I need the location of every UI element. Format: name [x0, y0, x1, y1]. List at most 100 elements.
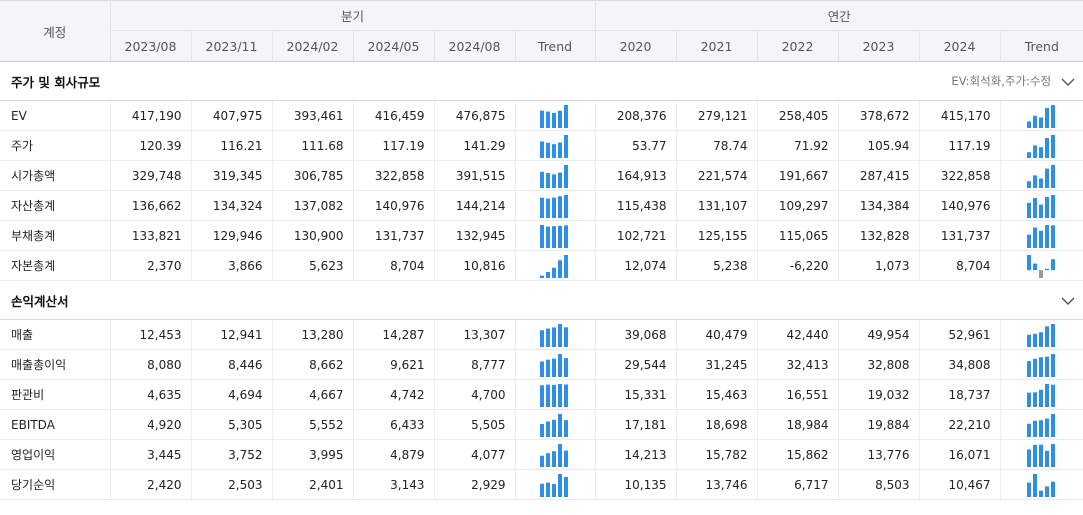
quarter-value: 8,080 — [110, 349, 192, 380]
trend-bar — [1026, 202, 1031, 218]
table-row: 매출 12,453 12,941 13,280 14,287 13,307 39,068 40… — [0, 319, 1083, 350]
table-row: 영업이익 3,445 3,752 3,995 4,879 4,077 14,213 15,78… — [0, 439, 1083, 470]
trend-bar — [546, 271, 550, 278]
annual-value: 164,913 — [595, 160, 677, 191]
annual-value: 32,413 — [757, 349, 839, 380]
annual-value: 322,858 — [919, 160, 1001, 191]
table-row: 시가총액 329,748 319,345 306,785 322,858 391,515 1… — [0, 160, 1083, 191]
table-row: 부채총계 133,821 129,946 130,900 131,737 132,945 1… — [0, 220, 1083, 251]
trend-bar — [1038, 356, 1043, 377]
annual-col-header: 2024 — [919, 30, 1001, 62]
quarter-col-header: 2023/11 — [191, 30, 273, 62]
annual-value: 134,384 — [838, 190, 920, 221]
quarter-value: 4,742 — [353, 379, 435, 410]
quarter-value: 12,453 — [110, 319, 192, 350]
annual-value: 258,405 — [757, 100, 839, 131]
section-header-row[interactable]: 손익계산서 — [0, 280, 1083, 320]
trend-bar — [552, 450, 556, 467]
trend-bar — [558, 413, 562, 437]
trend-bar — [558, 141, 562, 158]
quarter-value: 141.29 — [434, 130, 516, 161]
trend-bar — [546, 482, 550, 497]
annual-value: 53.77 — [595, 130, 677, 161]
quarter-value: 322,858 — [353, 160, 435, 191]
trend-bar — [540, 224, 544, 248]
trend-bar — [546, 452, 550, 467]
trend-bar — [564, 194, 568, 218]
trend-bar — [1050, 481, 1055, 497]
trend-bar — [552, 358, 556, 377]
quarter-value: 2,370 — [110, 250, 192, 281]
annual-value: -6,220 — [757, 250, 839, 281]
quarter-trend-cell — [515, 409, 596, 440]
quarter-value: 13,307 — [434, 319, 516, 350]
annual-value: 13,746 — [676, 469, 758, 500]
trend-bar — [1044, 450, 1049, 467]
trend-bar — [546, 142, 550, 158]
quarter-col-header: 2024/02 — [272, 30, 354, 62]
trend-bar — [552, 143, 556, 158]
annual-value: 1,073 — [838, 250, 920, 281]
annual-trend-cell — [1000, 130, 1083, 161]
trend-bar — [1050, 164, 1055, 188]
annual-value: 117.19 — [919, 130, 1001, 161]
trend-bar — [1026, 234, 1031, 248]
trend-bar — [546, 111, 550, 128]
trend-bar — [1038, 444, 1043, 467]
quarter-value: 111.68 — [272, 130, 354, 161]
quarter-value: 144,214 — [434, 190, 516, 221]
trend-bar — [1026, 360, 1031, 377]
quarter-value: 140,976 — [353, 190, 435, 221]
annual-value: 34,808 — [919, 349, 1001, 380]
trend-bar — [1038, 230, 1043, 248]
quarter-value: 117.19 — [353, 130, 435, 161]
quarter-value: 5,552 — [272, 409, 354, 440]
trend-bar — [1050, 194, 1055, 218]
table-row: 자본총계 2,370 3,866 5,623 8,704 10,816 12,074 5,23… — [0, 250, 1083, 281]
section-title: 손익계산서 — [0, 280, 515, 320]
quarter-value: 306,785 — [272, 160, 354, 191]
annual-value: 131,107 — [676, 190, 758, 221]
section-controls: EV:회석화,주가:수정 — [515, 61, 1083, 101]
chevron-down-icon[interactable] — [1061, 77, 1075, 87]
trend-sparkline — [1026, 383, 1055, 407]
header-period-row: 2023/08 2023/11 2024/02 2024/05 2024/08 Trend… — [0, 30, 1083, 62]
quarter-value: 2,420 — [110, 469, 192, 500]
trend-bar — [558, 383, 562, 407]
quarter-value: 393,461 — [272, 100, 354, 131]
annual-value: 5,238 — [676, 250, 758, 281]
annual-value: 10,135 — [595, 469, 677, 500]
trend-sparkline — [540, 254, 568, 278]
trend-bar — [1050, 224, 1055, 248]
account-header: 계정 — [0, 0, 111, 62]
trend-sparkline — [540, 224, 568, 248]
quarter-col-header: 2023/08 — [110, 30, 192, 62]
chevron-down-icon[interactable] — [1061, 296, 1075, 306]
account-name: 시가총액 — [0, 160, 111, 191]
annual-value: 31,245 — [676, 349, 758, 380]
annual-value: 10,467 — [919, 469, 1001, 500]
account-name: 당기순익 — [0, 469, 111, 500]
annual-value: 109,297 — [757, 190, 839, 221]
section-header-row[interactable]: 주가 및 회사규모 EV:회석화,주가:수정 — [0, 61, 1083, 101]
annual-value: 8,704 — [919, 250, 1001, 281]
quarter-value: 130,900 — [272, 220, 354, 251]
annual-trend-cell — [1000, 439, 1083, 470]
annual-value: 13,776 — [838, 439, 920, 470]
account-name: 영업이익 — [0, 439, 111, 470]
trend-bar — [1038, 490, 1043, 497]
trend-bar — [564, 224, 568, 248]
quarter-value: 5,623 — [272, 250, 354, 281]
quarter-value: 12,941 — [191, 319, 273, 350]
quarter-value: 6,433 — [353, 409, 435, 440]
table-row: EBITDA 4,920 5,305 5,552 6,433 5,505 17,181 18,… — [0, 409, 1083, 440]
trend-sparkline — [540, 104, 568, 128]
account-name: 매출총이익 — [0, 349, 111, 380]
trend-bar — [1044, 383, 1049, 407]
quarter-value: 417,190 — [110, 100, 192, 131]
annual-value: 40,479 — [676, 319, 758, 350]
account-name: EV — [0, 100, 111, 131]
annual-trend-cell — [1000, 220, 1083, 251]
annual-col-header: 2021 — [676, 30, 758, 62]
